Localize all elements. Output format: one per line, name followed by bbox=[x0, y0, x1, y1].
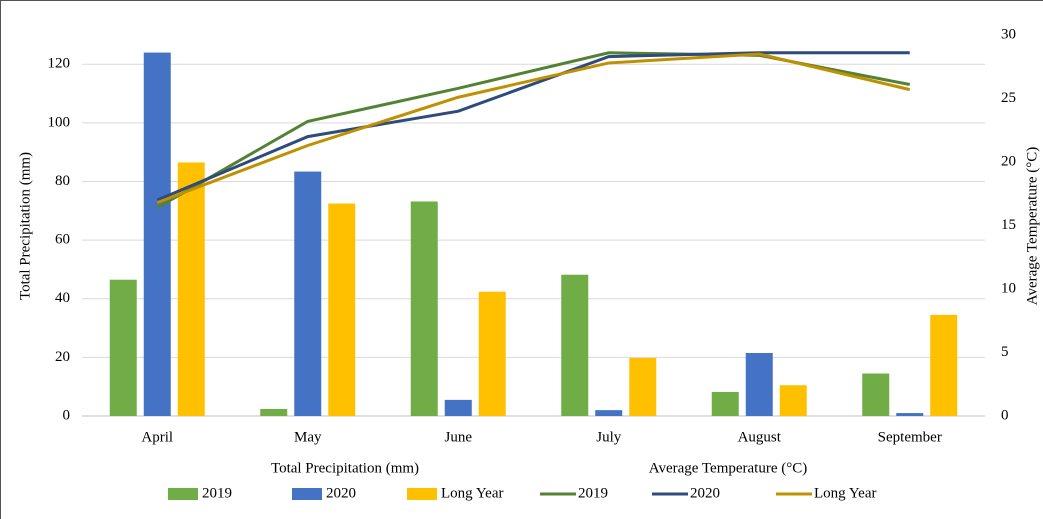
y-tick-label: 0 bbox=[63, 407, 71, 423]
x-tick-label: August bbox=[738, 429, 782, 445]
bar bbox=[444, 399, 472, 416]
x-tick-label: July bbox=[596, 429, 622, 445]
legend-swatch bbox=[292, 488, 322, 500]
legend-label: 2020 bbox=[326, 485, 356, 501]
x-tick-label: May bbox=[294, 429, 322, 445]
bar bbox=[260, 408, 288, 416]
legend-label: Long Year bbox=[814, 485, 877, 501]
legend-group-title: Total Precipitation (mm) bbox=[271, 460, 419, 476]
bar bbox=[896, 413, 924, 416]
bar bbox=[629, 357, 657, 416]
x-tick-label: September bbox=[878, 429, 942, 445]
y2-tick-label: 30 bbox=[1001, 26, 1016, 42]
line bbox=[156, 51, 910, 202]
y2-tick-label: 5 bbox=[1001, 344, 1009, 360]
y2-tick-label: 10 bbox=[1001, 280, 1016, 296]
legend-label: 2019 bbox=[578, 485, 608, 501]
y-tick-label: 80 bbox=[55, 173, 70, 189]
y2-axis-label: Average Temperature (°C) bbox=[1024, 147, 1040, 305]
bar bbox=[862, 373, 890, 416]
bar bbox=[143, 52, 171, 416]
y-tick-label: 120 bbox=[48, 56, 71, 72]
y2-tick-label: 20 bbox=[1001, 153, 1016, 169]
bar bbox=[410, 201, 438, 416]
bar bbox=[930, 314, 958, 416]
bar bbox=[595, 410, 623, 416]
y-tick-label: 40 bbox=[55, 290, 70, 306]
bar bbox=[711, 391, 739, 416]
legend-label: 2019 bbox=[202, 485, 232, 501]
legend-swatch bbox=[168, 488, 198, 500]
y2-tick-label: 15 bbox=[1001, 217, 1016, 233]
bar bbox=[328, 203, 356, 416]
bar bbox=[745, 352, 773, 416]
bar bbox=[478, 291, 506, 416]
bar bbox=[779, 385, 807, 416]
y2-tick-label: 25 bbox=[1001, 90, 1016, 106]
bar bbox=[294, 171, 322, 416]
x-tick-label: April bbox=[141, 429, 173, 445]
line bbox=[156, 52, 911, 205]
bar bbox=[109, 279, 137, 416]
y-tick-label: 60 bbox=[55, 232, 70, 248]
legend-label: Long Year bbox=[441, 485, 504, 501]
line bbox=[156, 51, 911, 210]
y2-tick-label: 0 bbox=[1001, 407, 1009, 423]
legend-label: 2020 bbox=[690, 485, 720, 501]
legend-swatch bbox=[407, 488, 437, 500]
legend-group-title: Average Temperature (°C) bbox=[649, 460, 807, 476]
y-tick-label: 100 bbox=[48, 114, 71, 130]
bar bbox=[561, 274, 589, 416]
y-axis-label: Total Precipitation (mm) bbox=[17, 152, 33, 300]
x-tick-label: June bbox=[445, 429, 473, 445]
bar bbox=[177, 162, 205, 416]
y-tick-label: 20 bbox=[55, 349, 70, 365]
